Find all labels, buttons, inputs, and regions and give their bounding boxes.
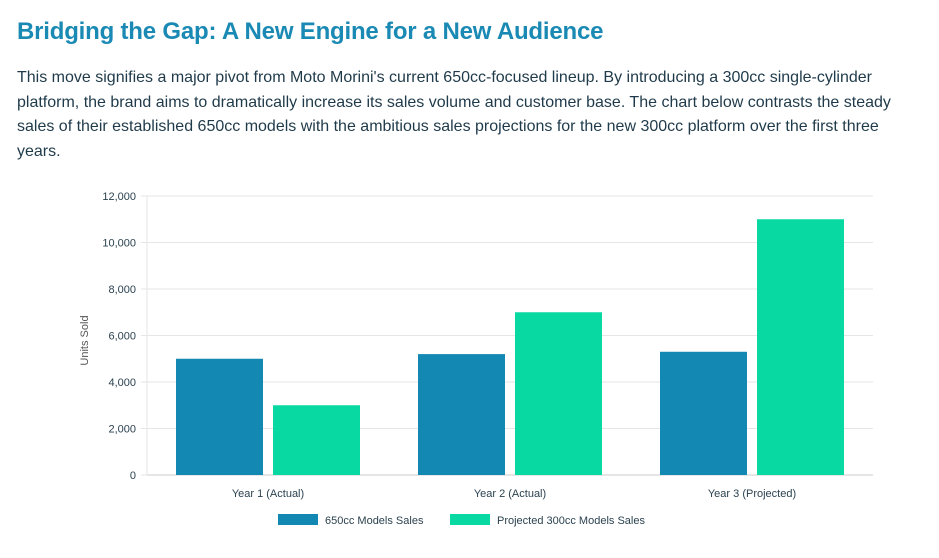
x-category-label: Year 2 (Actual) (474, 488, 546, 500)
bar-300cc (515, 312, 602, 475)
y-tick-label: 4,000 (108, 377, 136, 389)
bar-300cc (757, 219, 844, 475)
bar-650cc (176, 358, 263, 475)
y-tick-label: 10,000 (102, 238, 136, 250)
legend-swatch (278, 514, 318, 525)
section-paragraph: This move signifies a major pivot from M… (17, 69, 891, 160)
bar-650cc (418, 354, 505, 475)
y-tick-label: 6,000 (108, 331, 136, 343)
bar-300cc (273, 405, 360, 475)
y-tick-label: 2,000 (108, 424, 136, 436)
section-title: Bridging the Gap: A New Engine for a New… (17, 18, 604, 45)
x-category-label: Year 1 (Actual) (232, 488, 304, 500)
legend-label: Projected 300cc Models Sales (497, 515, 645, 527)
legend-label: 650cc Models Sales (325, 515, 424, 527)
y-tick-label: 12,000 (102, 191, 136, 203)
x-category-label: Year 3 (Projected) (708, 488, 796, 500)
bar-650cc (660, 351, 747, 475)
y-tick-label: 8,000 (108, 284, 136, 296)
legend-swatch (450, 514, 490, 525)
bar-chart: 0 2,000 4,000 6,000 8,000 10,000 12,000 Year 1… (79, 191, 873, 527)
y-axis-title: Units Sold (79, 315, 91, 365)
y-tick-label: 0 (130, 470, 136, 482)
